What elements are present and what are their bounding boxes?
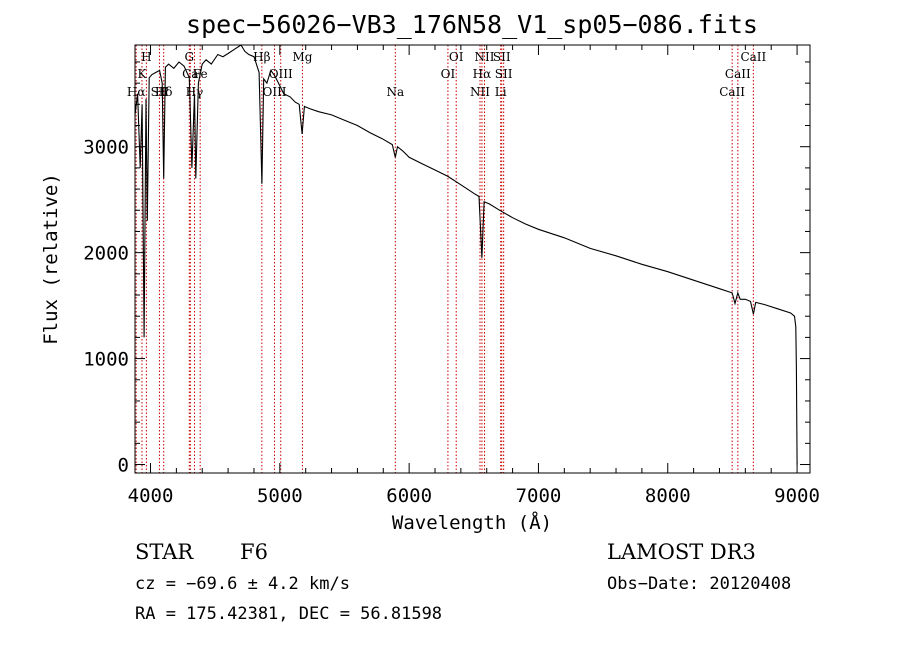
x-tick-label: 8000: [645, 485, 691, 507]
chart-title: spec−56026−VB3_176N58_V1_sp05−086.fits: [186, 10, 758, 39]
x-axis-ticks: 4000 5000 6000 7000 8000 9000: [128, 45, 820, 507]
line-marker-label: G: [185, 50, 195, 64]
line-marker-label: K: [137, 67, 147, 81]
line-marker-label: SII: [151, 85, 169, 99]
line-marker-label: OI: [441, 67, 456, 81]
survey-name: LAMOST DR3: [607, 540, 756, 564]
line-marker-label: NII: [475, 50, 495, 64]
coordinates-text: RA = 175.42381, DEC = 56.81598: [135, 604, 442, 624]
line-marker-label: Na: [386, 85, 404, 99]
y-axis-ticks: 0 1000 2000 3000: [83, 61, 810, 477]
line-markers: [135, 45, 754, 473]
x-tick-label: 5000: [257, 485, 303, 507]
object-subclass: F6: [240, 540, 268, 564]
x-axis-label: Wavelength (Å): [392, 511, 552, 534]
x-tick-label: 6000: [386, 485, 432, 507]
x-tick-label: 4000: [128, 485, 174, 507]
line-marker-label: CaII: [719, 85, 745, 99]
object-class: STAR: [135, 540, 194, 564]
redshift-text: cz = −69.6 ± 4.2 km/s: [135, 574, 350, 594]
x-tick-label: 9000: [774, 485, 820, 507]
y-tick-label: 3000: [83, 137, 129, 159]
line-marker-label: SII: [495, 67, 513, 81]
line-marker-label: Hα: [473, 67, 492, 81]
line-marker-label: SII: [493, 50, 511, 64]
x-tick-label: 7000: [516, 485, 562, 507]
line-marker-labels: HαKHSIIHδGCaHγFeHβOIIIOIIIMgNaOIOINIINII…: [127, 50, 767, 99]
line-marker-label: Li: [495, 85, 507, 99]
line-marker-label: Mg: [292, 50, 312, 64]
line-marker-label: CaII: [740, 50, 766, 64]
line-marker-label: Hα: [127, 85, 146, 99]
plot-frame: [134, 44, 811, 474]
y-axis-label: Flux (relative): [40, 173, 62, 345]
y-tick-label: 2000: [83, 243, 129, 265]
y-tick-label: 1000: [83, 349, 129, 371]
line-marker-label: OI: [449, 50, 464, 64]
spectrum-line: [134, 44, 798, 465]
line-marker-label: H: [141, 50, 151, 64]
y-tick-label: 0: [118, 455, 129, 477]
line-marker-label: OIII: [269, 67, 293, 81]
line-marker-label: Hδ: [155, 85, 173, 99]
line-marker-label: CaII: [725, 67, 751, 81]
line-marker-label: NII: [470, 85, 490, 99]
line-marker-label: Hβ: [253, 50, 270, 64]
obs-date-text: Obs−Date: 20120408: [607, 574, 791, 594]
